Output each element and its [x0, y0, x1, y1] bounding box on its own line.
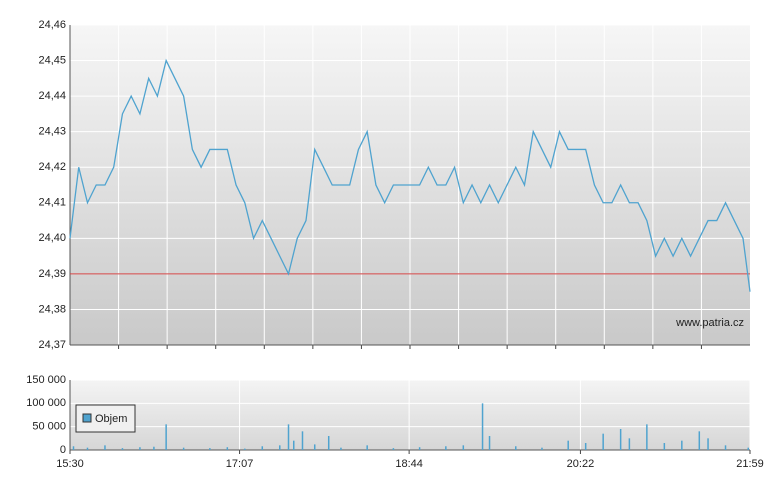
y-tick-label: 24,41	[38, 197, 66, 209]
volume-bar	[567, 440, 569, 450]
volume-bar	[584, 443, 587, 450]
volume-bar	[287, 424, 290, 450]
volume-bar	[226, 447, 229, 450]
y-tick-label: 24,44	[38, 90, 66, 102]
volume-bar	[121, 448, 124, 450]
volume-bar	[541, 447, 543, 450]
volume-bar	[72, 446, 75, 450]
y-tick-label: 24,38	[38, 303, 66, 315]
x-tick-label: 21:59	[736, 458, 764, 470]
y-tick-label: 24,37	[38, 339, 66, 351]
volume-bar	[515, 446, 517, 450]
volume-bar	[663, 443, 666, 450]
y-tick-label: 0	[60, 444, 66, 456]
x-tick-label: 20:22	[567, 458, 595, 470]
volume-bar	[646, 424, 648, 450]
y-tick-label: 24,45	[38, 54, 66, 66]
volume-bar	[313, 444, 316, 450]
legend-label: Objem	[95, 413, 127, 425]
volume-bar	[209, 448, 211, 450]
volume-bar	[392, 448, 395, 450]
plot-area	[70, 380, 750, 450]
volume-bar	[366, 445, 368, 450]
y-tick-label: 24,46	[38, 19, 66, 31]
volume-bar	[301, 431, 304, 450]
watermark: www.patria.cz	[675, 317, 744, 329]
volume-bar	[418, 447, 421, 450]
volume-bar	[698, 431, 701, 450]
legend-swatch	[82, 413, 92, 423]
volume-bar	[488, 436, 491, 450]
volume-bar	[327, 436, 330, 450]
volume-bar	[182, 447, 185, 450]
volume-bar	[462, 445, 465, 450]
volume-bar	[724, 445, 727, 450]
volume-bar	[153, 446, 155, 450]
volume-bar	[244, 448, 246, 450]
y-tick-label: 150 000	[26, 374, 66, 386]
layer: 24,37 24,38 24,39 24,40 24,41 24,42 24,43 24,44…	[26, 19, 764, 470]
volume-bar	[86, 447, 89, 450]
volume-bar	[139, 447, 141, 450]
y-tick-label: 24,42	[38, 161, 66, 173]
y-tick-label: 24,40	[38, 232, 66, 244]
x-tick-label: 15:30	[56, 458, 84, 470]
volume-bar	[165, 424, 167, 450]
y-tick-label: 24,43	[38, 126, 66, 138]
y-tick-label: 24,39	[38, 268, 66, 280]
volume-bar	[681, 440, 683, 450]
price-line	[69, 58, 751, 292]
volume-bar	[293, 440, 295, 450]
y-tick-label: 100 000	[26, 397, 66, 409]
volume-bar	[602, 433, 604, 450]
volume-bar	[619, 429, 622, 450]
volume-bar	[340, 447, 342, 450]
volume-bar	[628, 438, 631, 450]
volume-bar	[747, 447, 750, 450]
volume-bar	[104, 445, 106, 450]
volume-bar	[445, 446, 447, 450]
volume-bar	[279, 445, 281, 450]
x-tick-label: 17:07	[226, 458, 254, 470]
volume-bar	[481, 403, 484, 450]
volume-bar	[707, 438, 709, 450]
x-tick-label: 18:44	[395, 458, 423, 470]
y-tick-label: 50 000	[32, 421, 66, 433]
volume-bar	[261, 446, 264, 450]
